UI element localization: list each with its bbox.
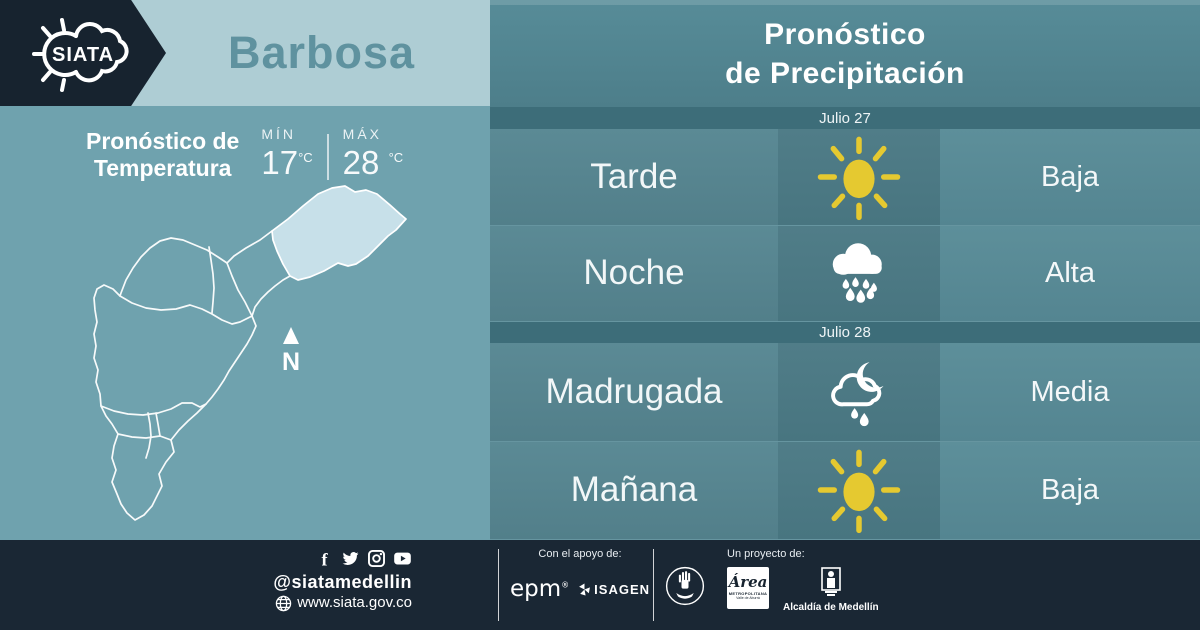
siata-logo-badge: SIATA [0, 0, 166, 106]
footer-divider [653, 549, 654, 621]
isagen-logo: ISAGEN [578, 582, 650, 597]
moon-rain-icon [778, 343, 940, 441]
twitter-icon[interactable] [341, 549, 360, 568]
max-label: MÁX [342, 126, 383, 142]
temperature-divider [326, 134, 329, 180]
temperature-max: MÁX 28 °C [343, 120, 403, 182]
alcaldia-emblem-icon [820, 567, 841, 596]
alcaldia-medellin-logo: Alcaldía de Medellín [783, 567, 879, 613]
svg-text:N: N [282, 348, 300, 376]
social-handle[interactable]: @siatamedellin [273, 572, 412, 592]
website-link[interactable]: www.siata.gov.co [273, 593, 412, 613]
forecast-row-manana: Mañana Baja [490, 441, 1200, 541]
map-outer-boundary [93, 230, 291, 521]
svg-text:f: f [321, 550, 328, 568]
alcaldia-label: Alcaldía de Medellín [783, 602, 879, 613]
max-value: 28 °C [342, 144, 404, 181]
date-strip: Julio 27 [490, 107, 1200, 130]
forecast-row-noche: Noche Alta [490, 226, 1200, 322]
forecast-row-madrugada: Madrugada Media [490, 343, 1200, 442]
map-divider-6 [117, 433, 172, 441]
map-divider-7 [155, 412, 161, 437]
period-label: Mañana [490, 441, 778, 540]
globe-icon [275, 595, 292, 611]
epm-logo: epm® [510, 576, 570, 602]
map-divider-1 [226, 262, 253, 317]
compass-north: N [282, 327, 300, 376]
period-label: Madrugada [490, 343, 778, 441]
level-label: Media [940, 343, 1200, 441]
university-seal-logo [665, 566, 705, 606]
footer-divider [498, 549, 499, 621]
rain-cloud-icon [778, 226, 940, 321]
forecast-row-tarde: Tarde Baja [490, 129, 1200, 227]
project-block: Un proyecto de: Área METROPOLITANA Valle… [727, 548, 879, 613]
isagen-pinwheel-icon [579, 583, 591, 595]
highlighted-municipality [271, 185, 407, 281]
location-title: Barbosa [227, 27, 416, 78]
date-strip: Julio 28 [490, 321, 1200, 344]
map-divider-3 [208, 246, 215, 314]
precipitation-panel: Pronóstico de Precipitación Julio 27 Tar… [490, 0, 1200, 541]
precipitation-title: Pronóstico de Precipitación [490, 0, 1200, 108]
period-label: Noche [490, 226, 778, 321]
min-value: 17°C [261, 144, 313, 181]
temperature-forecast: Pronóstico de Temperatura MÍN 17°C MÁX 2… [86, 120, 413, 182]
support-label: Con el apoyo de: [538, 548, 622, 560]
map-divider-5 [145, 412, 152, 459]
svg-text:SIATA: SIATA [52, 44, 114, 66]
footer: f @siatamedellin [0, 540, 1200, 630]
map-divider-4 [100, 402, 207, 416]
level-label: Alta [940, 226, 1200, 321]
temperature-title: Pronóstico de Temperatura [86, 128, 240, 181]
period-label: Tarde [490, 129, 778, 226]
siata-sun-cloud-icon: SIATA [32, 18, 129, 92]
map-panel: N Pronóstico de Temperatura MÍN 17°C MÁX… [0, 106, 490, 540]
level-label: Baja [940, 129, 1200, 226]
youtube-icon[interactable] [393, 549, 412, 568]
sun-icon [778, 441, 940, 540]
aburra-valley-map: N [93, 185, 407, 521]
area-metropolitana-logo: Área METROPOLITANA Valle de Aburrá [727, 567, 769, 609]
project-label: Un proyecto de: [727, 548, 805, 560]
support-block: Con el apoyo de: epm® ISAGEN [508, 548, 652, 602]
facebook-icon[interactable]: f [315, 549, 334, 568]
sun-icon [778, 129, 940, 226]
map-divider-2 [119, 295, 253, 325]
min-label: MÍN [261, 126, 297, 142]
level-label: Baja [940, 441, 1200, 540]
temperature-min: MÍN 17°C [261, 120, 312, 182]
social-block: f @siatamedellin [273, 549, 412, 613]
instagram-icon[interactable] [367, 549, 386, 568]
